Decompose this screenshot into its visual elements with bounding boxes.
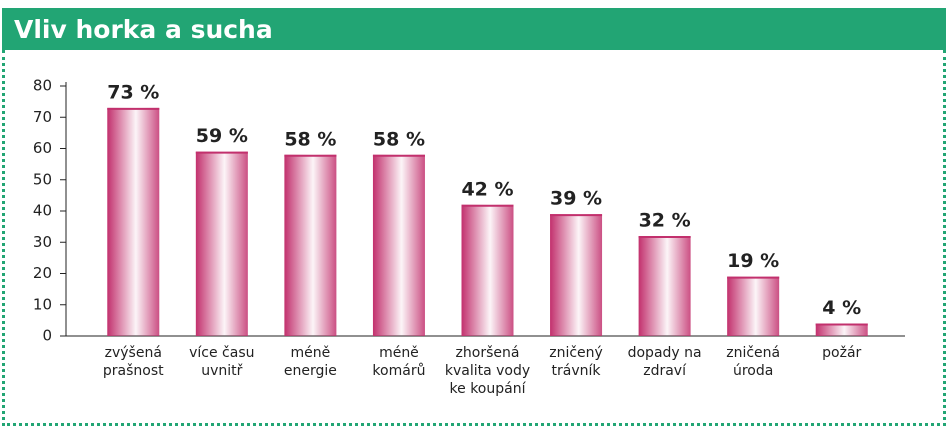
value-label: 4 % [822, 297, 861, 319]
x-tick-label: zničená úroda [726, 345, 781, 379]
value-label: 73 % [107, 81, 159, 103]
value-label: 58 % [284, 128, 336, 150]
bar [107, 107, 160, 336]
bar [815, 323, 868, 336]
x-tick-label: požár [822, 345, 862, 361]
bar [461, 204, 514, 336]
bar-top [372, 154, 425, 157]
y-tick-label: 30 [33, 233, 52, 251]
bar-top [284, 154, 337, 157]
bar-top [107, 107, 160, 110]
bar [195, 151, 248, 336]
bar-top [461, 204, 514, 207]
y-tick-label: 0 [42, 327, 52, 345]
value-label: 19 % [727, 250, 779, 272]
y-tick-label: 60 [33, 139, 52, 157]
value-label: 59 % [196, 125, 248, 147]
x-tick-label: dopady na zdraví [627, 345, 702, 379]
y-tick-label: 20 [33, 264, 52, 282]
y-tick-label: 80 [33, 77, 52, 95]
y-tick-label: 10 [33, 295, 52, 313]
bar [727, 276, 780, 336]
bar [372, 154, 425, 336]
bar [284, 154, 337, 336]
bar-top [815, 323, 868, 326]
y-tick-label: 40 [33, 202, 52, 220]
chart-title: Vliv horka a sucha [2, 8, 946, 50]
bar-top [727, 276, 780, 279]
bar-top [638, 236, 691, 238]
x-tick-label: více času uvnitř [189, 345, 255, 379]
x-tick-label: méně komárů [372, 345, 426, 379]
value-label: 39 % [550, 188, 602, 210]
x-tick-label: méně energie [283, 345, 337, 379]
bar-top [550, 214, 603, 217]
value-label: 58 % [373, 128, 425, 150]
y-tick-label: 70 [33, 108, 52, 126]
x-tick-label: zhoršená kvalita vody ke koupání [444, 345, 531, 397]
bar [638, 236, 691, 336]
x-tick-label: zničený trávník [549, 345, 603, 379]
y-tick-label: 50 [33, 170, 52, 188]
frame [2, 50, 946, 426]
bar [550, 214, 603, 336]
value-label: 42 % [461, 178, 513, 200]
value-label: 32 % [639, 210, 691, 232]
x-tick-label: zvýšená prašnost [102, 345, 164, 379]
bar-top [195, 151, 248, 154]
